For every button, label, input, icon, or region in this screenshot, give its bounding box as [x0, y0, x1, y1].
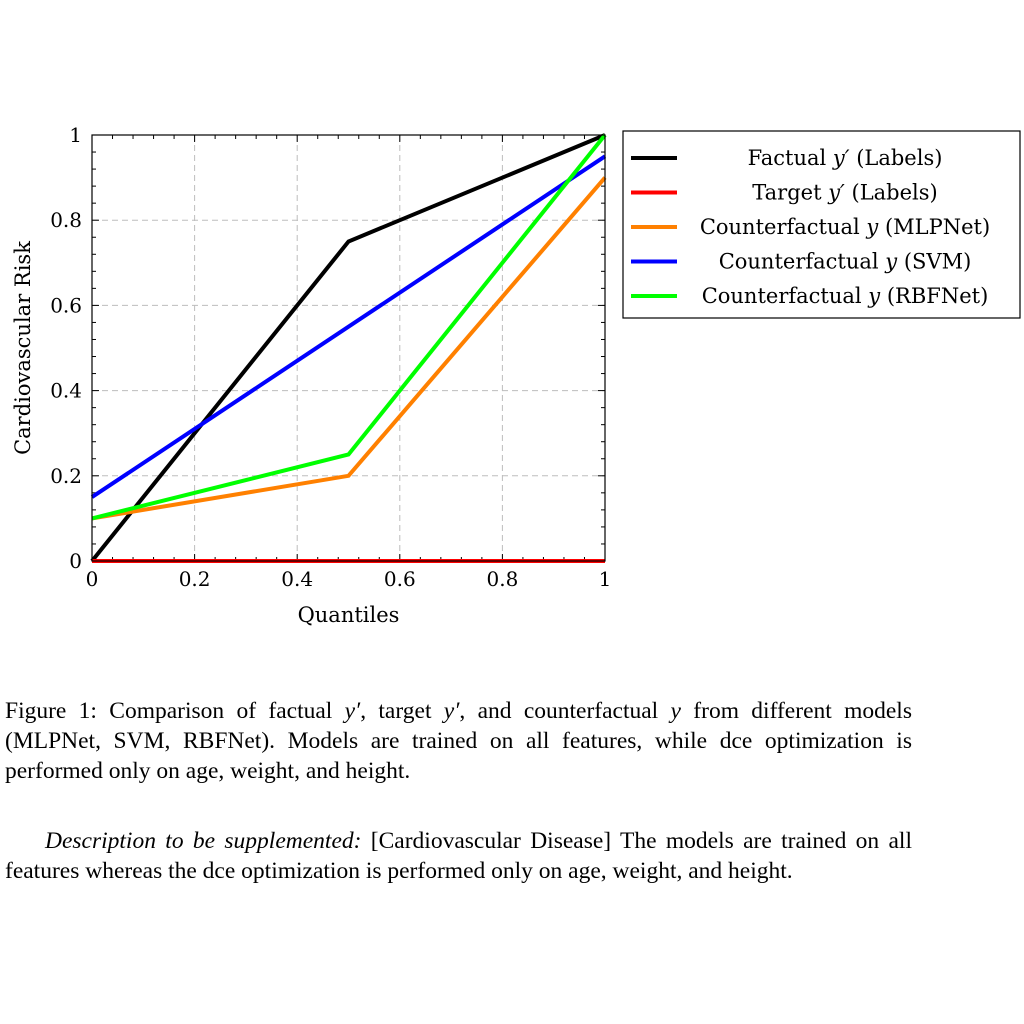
- y-tick-label: 0.2: [50, 464, 82, 488]
- legend-label-mlpnet: Counterfactual y (MLPNet): [700, 215, 990, 239]
- x-axis-label: Quantiles: [298, 603, 400, 627]
- y-tick-label: 0: [69, 549, 82, 573]
- series-line-rbfnet: [91, 133, 607, 521]
- legend-box: [622, 130, 1021, 319]
- figure-caption: Figure 1: Comparison of factual y′, targ…: [5, 697, 912, 784]
- x-tick-label: 1: [599, 567, 612, 591]
- description-paragraph: Description to be supplemented: [Cardiov…: [5, 826, 912, 886]
- y-axis-label: Cardiovascular Risk: [11, 241, 35, 455]
- legend-label-svm: Counterfactual y (SVM): [719, 250, 972, 274]
- x-tick-label: 0.6: [384, 567, 416, 591]
- y-tick-label: 1: [69, 123, 82, 147]
- series-line-svm: [90, 154, 607, 499]
- x-tick-label: 0: [86, 567, 99, 591]
- chart: 0 0.2 0.4 0.6 0.8 1 0 0.2 0.4 0.6 0.8 1 Quantiles Car…: [11, 123, 1021, 627]
- y-tick-label: 0.4: [50, 379, 82, 403]
- description-text: [Cardiovascular Disease] The models are …: [5, 827, 912, 884]
- legend-label-factual: Factual y′ (Labels): [748, 146, 943, 170]
- plot-frame: [91, 134, 606, 562]
- legend-label-target: Target y′ (Labels): [752, 181, 937, 205]
- description-label: Description to be supplemented:: [45, 827, 362, 854]
- x-tick-label: 0.8: [486, 567, 518, 591]
- series-line-mlpnet: [91, 176, 607, 521]
- series-line-factual: [90, 133, 606, 563]
- y-tick-label: 0.6: [50, 293, 82, 317]
- x-tick-label: 0.2: [179, 567, 211, 591]
- y-tick-label: 0.8: [50, 208, 82, 232]
- legend-label-rbfnet: Counterfactual y (RBFNet): [702, 284, 989, 308]
- legend: Factual y′ (Labels) Target y′ (Labels) Cou…: [622, 130, 1021, 319]
- x-tick-label: 0.4: [281, 567, 313, 591]
